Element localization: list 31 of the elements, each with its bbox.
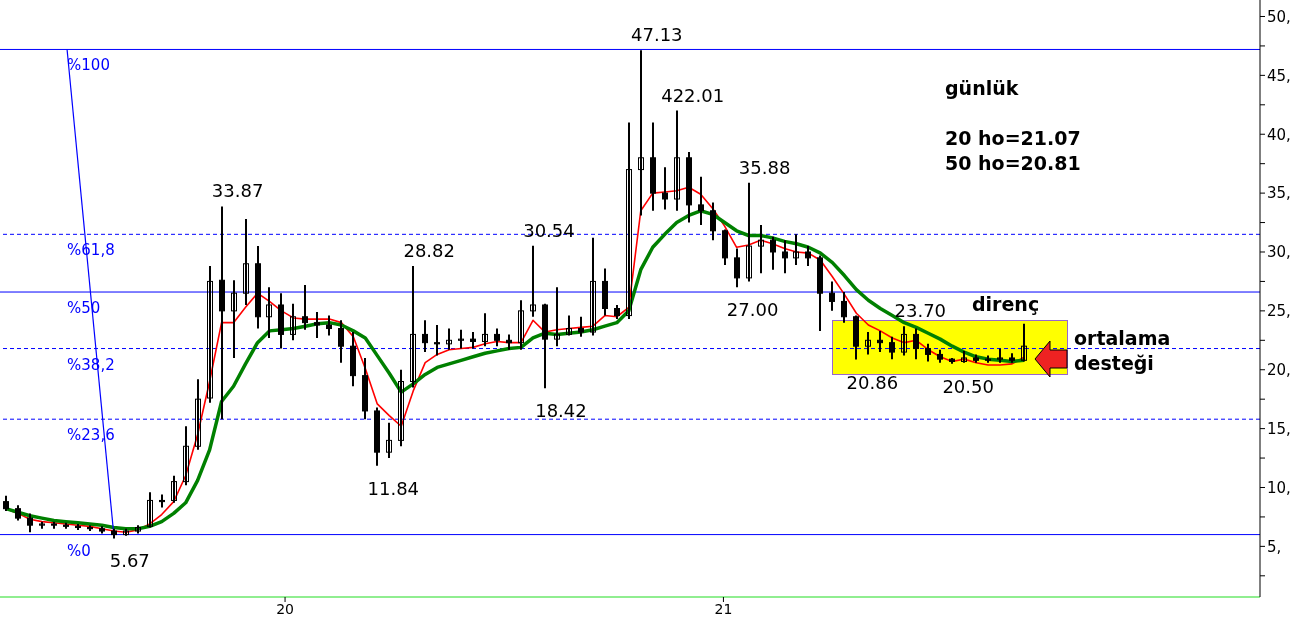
annotation: 5.67 bbox=[109, 550, 150, 572]
annotation: 33.87 bbox=[211, 180, 264, 202]
annotation: 28.82 bbox=[403, 239, 455, 261]
annotation: 18.42 bbox=[535, 400, 587, 422]
annotation: 23.70 bbox=[894, 300, 947, 322]
x-tick-label: 21 bbox=[714, 600, 733, 617]
annotation: 35.88 bbox=[738, 156, 791, 178]
annotation: günlük bbox=[945, 76, 1019, 101]
y-tick-label: 50, bbox=[1267, 7, 1291, 26]
y-tick-label: 25, bbox=[1267, 302, 1291, 321]
annotation: 20 ho=21.07 bbox=[945, 126, 1081, 151]
annotation: 11.84 bbox=[367, 477, 420, 499]
y-tick-label: 20, bbox=[1267, 361, 1291, 380]
annotation: 30.54 bbox=[523, 219, 575, 241]
x-tick-label: 20 bbox=[276, 600, 294, 617]
annotation: %0 bbox=[67, 541, 91, 560]
y-tick-label: 30, bbox=[1267, 243, 1291, 262]
annotation: 422.01 bbox=[661, 84, 725, 106]
annotation: ortalama desteği bbox=[1074, 326, 1172, 376]
y-tick-label: 5, bbox=[1267, 537, 1282, 556]
y-tick-label: 35, bbox=[1267, 184, 1291, 203]
annotation: 20.50 bbox=[942, 375, 994, 397]
y-tick-label: 10, bbox=[1267, 478, 1291, 497]
annotation: 50 ho=20.81 bbox=[945, 151, 1081, 176]
y-tick-label: 45, bbox=[1267, 66, 1291, 85]
y-tick-label: 40, bbox=[1267, 125, 1291, 144]
annotation: 47.13 bbox=[631, 24, 683, 46]
annotation: 20.86 bbox=[846, 371, 899, 393]
annotation: 27.00 bbox=[726, 299, 779, 321]
annotation: direnç bbox=[972, 292, 1040, 317]
y-tick-label: 15, bbox=[1267, 419, 1291, 438]
